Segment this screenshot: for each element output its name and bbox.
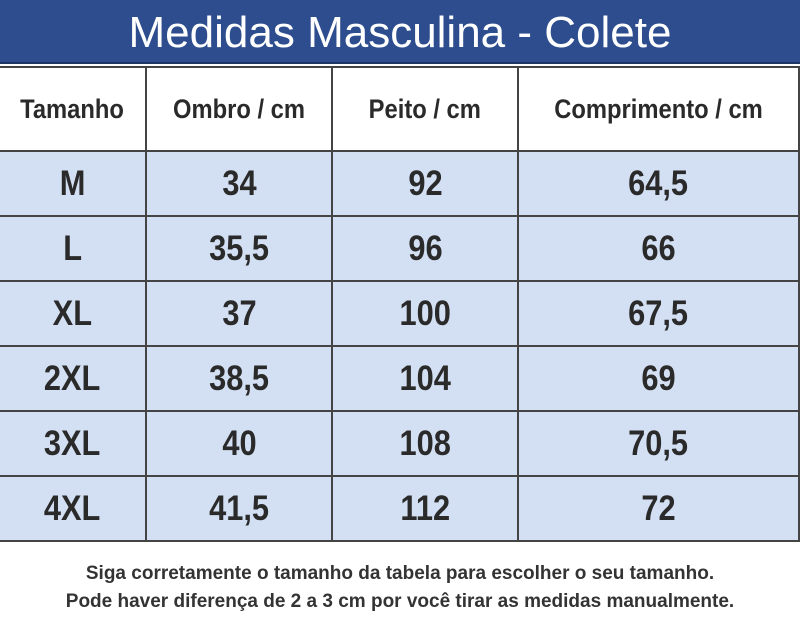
table-cell: 70,5: [519, 412, 800, 477]
table-cell-text: 38,5: [209, 358, 269, 398]
table-cell: 72: [519, 477, 800, 542]
table-cell: 3XL: [0, 412, 147, 477]
table-cell: 108: [333, 412, 519, 477]
table-cell: 67,5: [519, 282, 800, 347]
size-table: Tamanho Ombro / cm Peito / cm Comprimento /…: [0, 66, 800, 542]
table-cell: 96: [333, 217, 519, 282]
table-cell-text: M: [59, 163, 86, 203]
table-cell: 92: [333, 152, 519, 217]
table-cell-text: 70,5: [628, 423, 689, 463]
table-cell: 112: [333, 477, 519, 542]
table-cell: 35,5: [147, 217, 333, 282]
table-cell: 64,5: [519, 152, 800, 217]
table-cell: 2XL: [0, 347, 147, 412]
table-cell-text: 104: [399, 358, 451, 398]
footer-line: Siga corretamente o tamanho da tabela pa…: [85, 563, 715, 584]
column-header: Comprimento / cm: [519, 68, 800, 152]
table-cell: L: [0, 217, 147, 282]
table-cell-text: 96: [407, 228, 443, 268]
table-cell: 104: [333, 347, 519, 412]
table-cell-text: 4XL: [44, 488, 101, 528]
column-header-text: Ombro / cm: [172, 93, 306, 124]
title: Medidas Masculina - Colete: [0, 0, 800, 64]
table-cell: 4XL: [0, 477, 147, 542]
table-cell-text: L: [63, 228, 82, 268]
table-cell-text: 35,5: [209, 228, 269, 268]
column-header-text: Comprimento / cm: [554, 93, 763, 124]
table-cell-text: 41,5: [209, 488, 269, 528]
table-cell-text: 66: [641, 228, 676, 268]
table-cell: 69: [519, 347, 800, 412]
table-cell-text: 40: [221, 423, 257, 463]
table-cell: 37: [147, 282, 333, 347]
table-cell: M: [0, 152, 147, 217]
column-header-text: Tamanho: [20, 93, 125, 124]
table-cell-text: XL: [52, 293, 93, 333]
table-cell-text: 100: [399, 293, 451, 333]
table-cell-text: 69: [641, 358, 676, 398]
table-cell: 100: [333, 282, 519, 347]
table-cell: 41,5: [147, 477, 333, 542]
column-header: Peito / cm: [333, 68, 519, 152]
table-cell-text: 2XL: [44, 358, 101, 398]
column-header-text: Peito / cm: [368, 93, 482, 124]
table-cell-text: 64,5: [628, 163, 689, 203]
footer: Siga corretamente o tamanho da tabela pa…: [0, 560, 800, 616]
table-cell-text: 72: [641, 488, 676, 528]
table-cell-text: 112: [400, 488, 450, 528]
table-cell-text: 67,5: [628, 293, 689, 333]
footer-line: Pode haver diferença de 2 a 3 cm por voc…: [65, 591, 735, 612]
column-header: Tamanho: [0, 68, 147, 152]
table-cell-text: 3XL: [44, 423, 101, 463]
table-cell: 34: [147, 152, 333, 217]
column-header: Ombro / cm: [147, 68, 333, 152]
table-cell-text: 37: [221, 293, 257, 333]
table-cell: 40: [147, 412, 333, 477]
table-cell: 38,5: [147, 347, 333, 412]
table-cell-text: 108: [399, 423, 451, 463]
table-cell-text: 34: [221, 163, 257, 203]
table-cell: 66: [519, 217, 800, 282]
table-cell: XL: [0, 282, 147, 347]
table-cell-text: 92: [407, 163, 443, 203]
